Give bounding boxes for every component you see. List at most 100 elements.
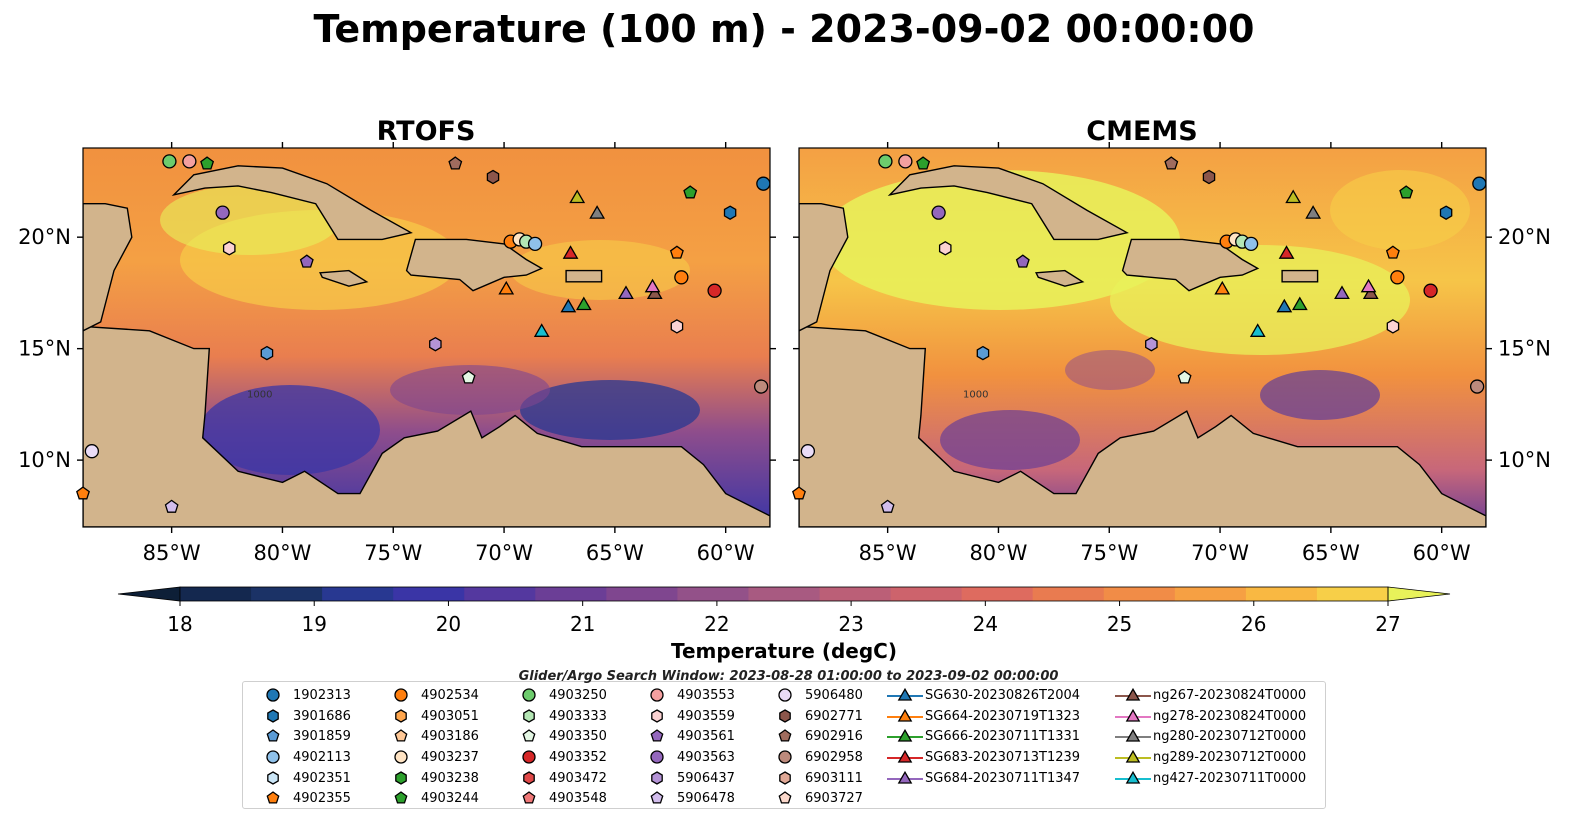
legend-marker (395, 770, 407, 785)
legend-marker (394, 729, 408, 742)
triangle-marker (575, 296, 592, 311)
triangle-marker (1305, 205, 1322, 219)
legend-label: 6902958 (805, 750, 863, 766)
triangle-marker (533, 323, 550, 337)
pentagon-marker (1177, 370, 1192, 384)
lon-tick-label: 75°W (1080, 541, 1138, 565)
legend-marker (1125, 749, 1141, 763)
lon-tick-label: 80°W (253, 541, 311, 565)
legend-marker (522, 688, 536, 702)
pentagon-icon (266, 791, 280, 804)
legend-label: SG630-20230826T2004 (925, 688, 1081, 703)
map-panel-rtofs (83, 148, 770, 527)
circle-marker (162, 154, 177, 169)
legend-label: 5906437 (677, 770, 735, 786)
circle-marker (182, 154, 197, 169)
legend-item: 6903727 (761, 789, 885, 810)
circle-icon (778, 688, 792, 702)
pentagon-marker (461, 370, 476, 384)
legend-item: 6903111 (761, 769, 885, 790)
legend-label: 6903111 (805, 770, 863, 786)
triangle-icon (887, 708, 923, 722)
pentagon-marker (880, 499, 895, 513)
legend-marker (897, 729, 913, 743)
circle-marker (898, 154, 913, 169)
warm-patch (820, 170, 1180, 310)
legend-label: SG666-20230711T1331 (925, 729, 1081, 745)
pentagon-marker (792, 486, 806, 500)
legend-label: 6902916 (805, 729, 863, 745)
legend-column: 1902313 3901686 3901859 4902113 4902351 49023… (249, 686, 373, 810)
colorbar-tick-label: 21 (570, 612, 595, 636)
legend-item: SG683-20230713T1239 (881, 748, 1080, 769)
pentagon-marker (76, 486, 90, 500)
legend-label: 1902313 (293, 688, 351, 703)
colorbar-tick-label: 27 (1375, 612, 1400, 636)
colorbar-segment (1032, 587, 1105, 601)
land-polygon (1281, 269, 1319, 283)
pentagon-icon (394, 729, 408, 742)
legend-label: 4903472 (549, 770, 607, 786)
circle-icon (394, 688, 408, 702)
triangle-marker (498, 280, 515, 295)
legend-item: 4903548 (505, 789, 629, 810)
legend-marker (522, 791, 536, 804)
triangle-marker (646, 285, 663, 300)
legend-label: ng289-20230712T0000 (1153, 750, 1307, 766)
legend-marker (897, 687, 913, 701)
legend-label: 4903244 (421, 791, 479, 807)
legend-marker (266, 750, 280, 764)
pentagon-icon (778, 729, 792, 742)
triangle-marker (569, 189, 586, 204)
legend-label: SG684-20230711T1347 (925, 770, 1081, 786)
colorbar-tick-label: 19 (301, 612, 326, 636)
circle-icon (266, 750, 280, 764)
pentagon-icon (778, 791, 792, 804)
lat-tick-label: 15°N (18, 337, 71, 361)
colorbar-tick-label: 24 (973, 612, 998, 636)
circle-marker (800, 444, 816, 459)
legend-marker (778, 750, 792, 764)
map-panel-cmems (799, 148, 1486, 527)
triangle-marker (1249, 323, 1266, 337)
legend-label: ng278-20230824T0000 (1153, 708, 1307, 724)
triangle-icon (887, 770, 923, 784)
land-polygon (565, 269, 603, 283)
hexagon-icon (523, 770, 535, 785)
pentagon-icon (266, 729, 280, 742)
triangle-icon (887, 749, 923, 763)
legend-label: 5906478 (677, 791, 735, 807)
colorbar-segment (819, 587, 892, 601)
hexagon-marker (1439, 205, 1453, 220)
triangle-marker (1360, 278, 1377, 293)
legend-item: 4903563 (633, 748, 757, 769)
legend-item: 4902355 (249, 789, 373, 810)
legend-item: 3901859 (249, 727, 373, 748)
circle-marker (931, 205, 946, 220)
triangle-marker (1285, 189, 1302, 204)
circle-marker (1469, 379, 1485, 394)
map-frame-rtofs (82, 147, 771, 528)
circle-marker (215, 205, 230, 220)
circle-marker (674, 270, 689, 285)
legend-marker (267, 770, 279, 785)
cool-patch (520, 380, 700, 440)
circle-icon (650, 750, 664, 764)
cool-patch (1065, 350, 1155, 390)
circle-marker (1423, 283, 1438, 298)
legend-marker (778, 688, 792, 702)
triangle-marker (1334, 285, 1350, 300)
legend-item: 5906480 (761, 686, 885, 707)
hexagon-icon (267, 770, 279, 785)
legend-item: ng427-20230711T0000 (1109, 769, 1306, 790)
land-polygon (171, 165, 413, 241)
legend-item: 4902351 (249, 769, 373, 790)
lon-tick-label: 70°W (475, 541, 533, 565)
hexagon-icon (779, 770, 791, 785)
legend-column: SG630-20230826T2004 SG664-20230719T1323 SG… (881, 686, 1080, 789)
lon-tick-label: 75°W (364, 541, 422, 565)
legend-item: 4903561 (633, 727, 757, 748)
legend-item: ng278-20230824T0000 (1109, 707, 1306, 728)
legend-marker (651, 770, 663, 785)
